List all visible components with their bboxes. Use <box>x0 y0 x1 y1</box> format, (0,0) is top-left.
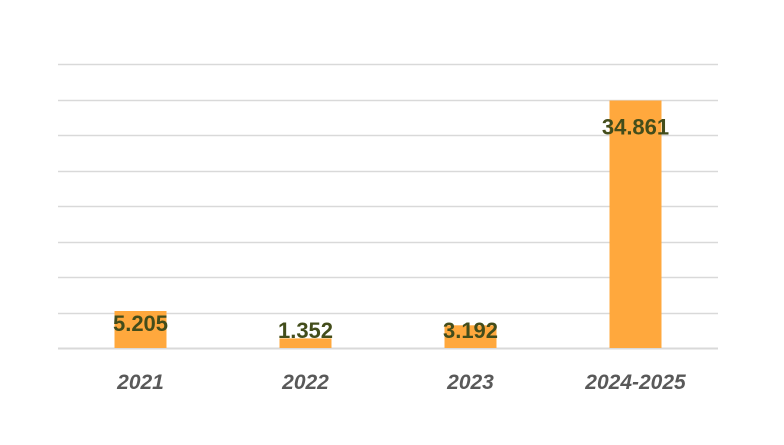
data-labels: 5.205 1.352 3.192 34.861 <box>113 115 669 344</box>
bar-2022 <box>279 338 332 348</box>
x-tick-label-2023: 2023 <box>446 371 494 394</box>
data-label-2021: 5.205 <box>113 311 168 336</box>
data-label-2023: 3.192 <box>443 318 498 343</box>
x-tick-label-2021: 2021 <box>116 371 164 394</box>
x-axis-tick-labels: 2021 2022 2023 2024-2025 <box>116 371 686 394</box>
bar-2024-2025 <box>609 100 662 348</box>
bar-2021 <box>114 311 167 348</box>
gridlines <box>58 63 718 350</box>
x-tick-label-2024-2025: 2024-2025 <box>584 371 686 394</box>
bars <box>114 100 662 348</box>
data-label-2024-2025: 34.861 <box>602 115 669 140</box>
data-label-2022: 1.352 <box>278 318 333 343</box>
x-tick-label-2022: 2022 <box>281 371 329 394</box>
bar-2023 <box>444 325 497 348</box>
